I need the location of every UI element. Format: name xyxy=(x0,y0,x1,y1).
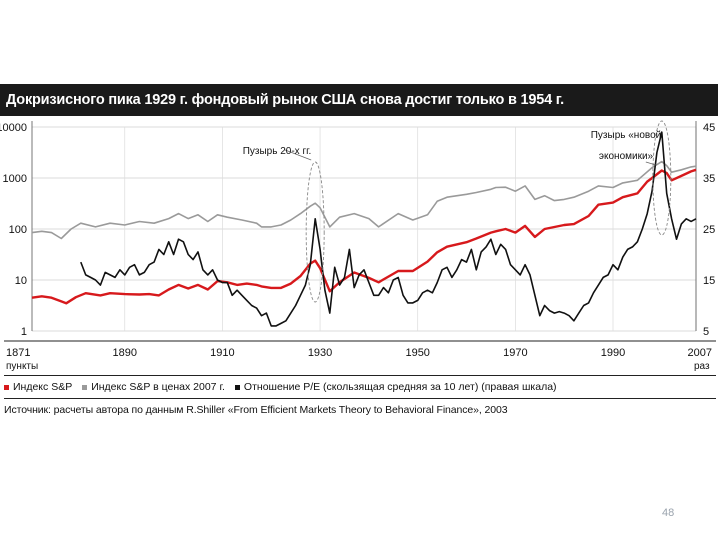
right-tick-label: 35 xyxy=(703,173,715,185)
legend-separator-bottom xyxy=(4,398,716,399)
annotation-new-economy-label: экономики» xyxy=(599,151,654,162)
left-tick-label: 1 xyxy=(21,326,27,338)
bubble-1920s-pointer xyxy=(285,149,312,161)
legend-item-pe: Отношение P/E (скользящая средняя за 10 … xyxy=(234,381,557,393)
grid-lines xyxy=(4,121,716,342)
series-layer xyxy=(31,131,697,327)
x-tick-label: 1871 xyxy=(6,347,30,359)
x-tick-label: 1890 xyxy=(113,347,137,359)
x-tick-label: 1910 xyxy=(210,347,234,359)
annotation-1920s-label: Пузырь 20-х гг. xyxy=(243,146,312,157)
x-axis-ticks: 1871 1890 1910 1930 1950 1970 1990 2007 xyxy=(6,347,712,359)
page-number: 48 xyxy=(662,507,675,519)
bubble-new-economy-pointer xyxy=(645,161,656,166)
bubble-1920s-ellipse xyxy=(305,161,325,303)
x-tick-label: 1990 xyxy=(601,347,625,359)
left-tick-label: 1000 xyxy=(3,173,27,185)
chart-title-bar: Докризисного пика 1929 г. фондовый рынок… xyxy=(0,84,718,116)
series-line-1 xyxy=(31,160,697,240)
x-tick-label: 1930 xyxy=(308,347,332,359)
legend-swatch-black-icon xyxy=(234,384,240,390)
source-note: Источник: расчеты автора по данным R.Shi… xyxy=(4,404,508,416)
legend-swatch-gray-icon xyxy=(82,384,88,390)
right-axis-ticks: 5 15 25 35 45 xyxy=(703,122,715,338)
legend-swatch-red-icon xyxy=(4,384,9,390)
legend-item-sp: Индекс S&P xyxy=(4,381,72,393)
legend-label-pe: Отношение P/E (скользящая средняя за 10 … xyxy=(243,381,557,393)
x-tick-label: 1970 xyxy=(503,347,527,359)
chart-title: Докризисного пика 1929 г. фондовый рынок… xyxy=(6,92,565,108)
x-tick-label: 1950 xyxy=(405,347,429,359)
left-axis-label: пункты xyxy=(6,361,38,372)
legend-separator-top xyxy=(4,375,716,376)
left-tick-label: 10 xyxy=(15,275,27,287)
legend-label-sp-real: Индекс S&P в ценах 2007 г. xyxy=(91,381,225,393)
right-tick-label: 15 xyxy=(703,275,715,287)
annotation-new-economy-label: Пузырь «новой xyxy=(591,130,662,141)
right-axis-label: раз xyxy=(694,361,710,372)
left-tick-label: 100 xyxy=(9,224,27,236)
right-tick-label: 5 xyxy=(703,326,709,338)
legend: Индекс S&P Индекс S&P в ценах 2007 г. От… xyxy=(4,379,704,395)
series-line-2 xyxy=(80,131,697,327)
annotations-layer: Пузырь 20-х гг. Пузырь «новой экономики» xyxy=(243,120,672,303)
series-line-0 xyxy=(31,168,697,305)
legend-item-sp-real: Индекс S&P в ценах 2007 г. xyxy=(82,381,225,393)
bubble-new-economy-ellipse xyxy=(652,120,672,236)
x-tick-label: 2007 xyxy=(688,347,712,359)
right-tick-label: 45 xyxy=(703,122,715,134)
legend-label-sp: Индекс S&P xyxy=(13,381,73,393)
right-tick-label: 25 xyxy=(703,224,715,236)
